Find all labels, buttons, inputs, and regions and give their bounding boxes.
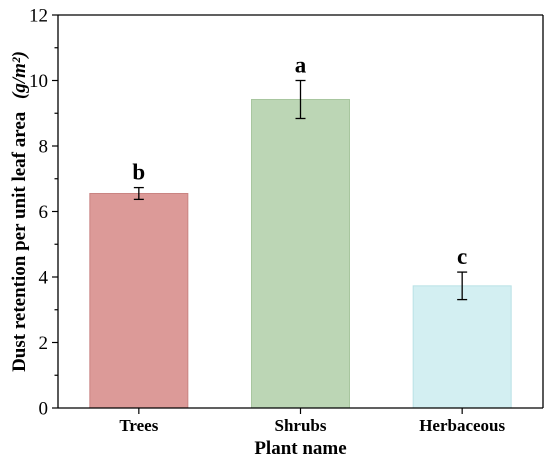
y-ticks: 0 2 4 6 8 10 12 bbox=[29, 6, 58, 420]
y-axis-title: Dust retention per unit leaf area (g/m²) bbox=[9, 51, 30, 372]
y-axis-title-text: Dust retention per unit leaf area bbox=[9, 111, 30, 372]
x-tick-label: Trees bbox=[119, 416, 158, 435]
y-tick-label: 12 bbox=[29, 6, 48, 27]
bar-herbaceous bbox=[412, 285, 512, 409]
y-tick-label: 6 bbox=[39, 202, 49, 223]
error-bar-trees bbox=[133, 186, 144, 201]
bar-shrubs bbox=[251, 98, 350, 409]
significance-label: a bbox=[295, 53, 307, 78]
x-axis-title: Plant name bbox=[254, 438, 346, 458]
x-tick-label: Herbaceous bbox=[419, 416, 505, 435]
error-bar-shrubs bbox=[295, 79, 306, 120]
y-tick-label: 2 bbox=[39, 333, 49, 354]
x-ticks: Trees Shrubs Herbaceous bbox=[119, 408, 506, 435]
y-axis-title-unit: (g/m²) bbox=[9, 51, 30, 99]
y-tick-label: 0 bbox=[39, 399, 49, 420]
error-bar-herbaceous bbox=[457, 271, 468, 301]
y-tick-label: 8 bbox=[39, 137, 49, 158]
bar-trees bbox=[89, 192, 189, 409]
plot-area: b a c bbox=[89, 53, 512, 409]
y-tick-label: 4 bbox=[39, 268, 49, 289]
significance-label: c bbox=[457, 244, 467, 269]
y-tick-label: 10 bbox=[29, 71, 48, 92]
x-tick-label: Shrubs bbox=[275, 416, 327, 435]
significance-label: b bbox=[132, 160, 145, 185]
